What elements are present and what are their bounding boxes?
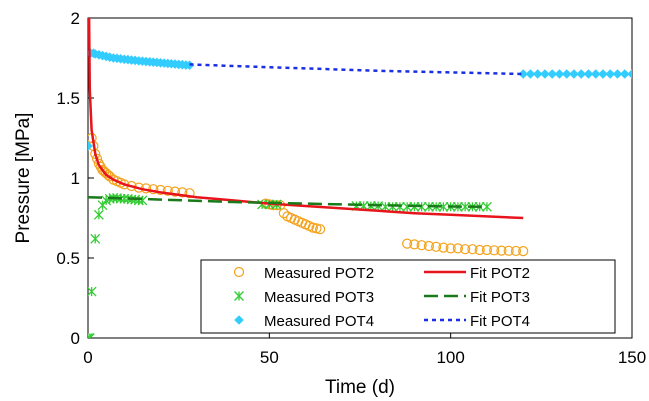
data-point [452,243,464,254]
x-axis-label: Time (d) [325,377,395,398]
data-point [402,201,413,212]
data-point [460,201,471,212]
data-point [627,69,632,79]
y-tick-label: 1.5 [56,89,80,108]
data-point [547,69,558,79]
series-line-fit-pot2 [88,18,524,220]
data-point [583,69,594,79]
data-point [525,69,536,79]
y-tick-label: 1 [71,169,80,188]
data-point [88,333,95,338]
data-point [416,240,427,251]
data-point [576,69,587,79]
data-point [510,245,522,257]
data-point [554,69,565,79]
data-point [380,201,391,212]
data-point [93,209,104,220]
legend-marker [233,266,245,278]
data-point [88,286,97,297]
data-point [496,245,507,256]
data-point [155,184,166,196]
y-axis-label: Pressure [MPa] [13,113,34,244]
data-point [474,244,485,256]
data-point [590,69,601,79]
legend-marker [234,315,244,325]
data-point [278,208,289,219]
data-point [101,168,112,179]
data-point [619,69,630,79]
x-tick-label: 150 [618,348,646,367]
x-tick-label: 0 [83,348,92,367]
data-point [137,195,148,206]
data-point [104,171,115,182]
x-tick-label: 100 [436,348,464,367]
data-point [184,188,195,199]
data-point [177,187,188,198]
data-point [561,69,572,79]
data-point [169,186,181,197]
series-line-fit-pot3 [88,195,487,209]
y-tick-label: 0.5 [56,249,80,268]
legend-label: Fit POT2 [470,265,530,282]
data-point [518,246,529,257]
data-point [431,241,442,252]
legend: Measured POT2 Measured POT3 Measured POT4 F… [200,259,616,334]
data-point [438,201,449,212]
data-point [387,201,398,212]
data-point [481,244,493,256]
y-axis: 0 0.5 1 1.5 2 [56,9,94,348]
data-point [90,233,101,244]
data-point [88,141,93,151]
legend-label: Measured POT4 [264,313,374,330]
data-point [402,238,413,249]
data-point [518,69,528,79]
y-tick-label: 2 [71,9,80,28]
data-point [311,223,322,234]
data-point [315,224,326,235]
data-point [605,69,616,79]
data-point [307,222,318,233]
data-point [162,185,173,196]
data-point [467,244,478,255]
x-tick-label: 50 [260,348,279,367]
data-point [88,333,93,338]
data-point [569,69,579,79]
series-layer [88,18,632,338]
legend-label: Measured POT3 [264,289,374,306]
legend-box [200,259,616,334]
data-point [409,239,420,250]
data-point [503,245,514,256]
y-tick-label: 0 [71,329,80,348]
series-measured-pot4 [88,48,632,151]
data-point [532,69,543,79]
legend-label: Measured POT2 [264,265,374,282]
data-point [438,242,449,253]
data-point [460,244,471,255]
legend-label: Fit POT4 [470,313,530,330]
data-point [481,201,492,212]
data-point [598,69,608,79]
legend-marker [234,291,244,301]
data-point [540,69,550,79]
data-point [423,240,435,252]
data-point [612,69,623,79]
data-point [489,245,500,256]
legend-label: Fit POT3 [470,289,530,306]
data-point [445,243,456,254]
series-line-fit-pot4 [189,63,524,76]
